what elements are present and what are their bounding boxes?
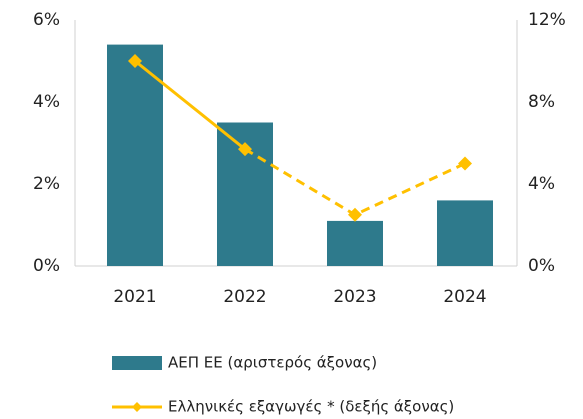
line-marker bbox=[348, 207, 362, 222]
legend-label: Ελληνικές εξαγωγές * (δεξής άξονας) bbox=[168, 398, 454, 416]
legend-marker bbox=[132, 402, 142, 412]
y2-tick-label: 0% bbox=[528, 256, 555, 276]
legend-label: ΑΕΠ ΕΕ (αριστερός άξονας) bbox=[168, 354, 377, 372]
line-marker bbox=[128, 54, 142, 68]
line-marker bbox=[458, 156, 472, 171]
line-solid bbox=[134, 59, 246, 151]
x-tick-label: 2022 bbox=[223, 287, 266, 307]
y2-tick-label: 4% bbox=[528, 174, 555, 194]
y2-tick-label: 8% bbox=[528, 92, 555, 112]
y-tick-label: 6% bbox=[33, 10, 60, 30]
legend-swatch bbox=[112, 356, 162, 370]
line-dashed bbox=[244, 147, 466, 217]
y-tick-label: 0% bbox=[33, 256, 60, 276]
y-tick-label: 4% bbox=[33, 92, 60, 112]
y2-tick-label: 12% bbox=[528, 10, 566, 30]
x-tick-label: 2023 bbox=[333, 287, 376, 307]
bar bbox=[327, 220, 383, 266]
bar bbox=[437, 200, 493, 266]
y-tick-label: 2% bbox=[33, 174, 60, 194]
x-tick-label: 2021 bbox=[113, 287, 156, 307]
x-tick-label: 2024 bbox=[443, 287, 486, 307]
line-marker bbox=[238, 142, 252, 157]
bar bbox=[107, 44, 163, 266]
